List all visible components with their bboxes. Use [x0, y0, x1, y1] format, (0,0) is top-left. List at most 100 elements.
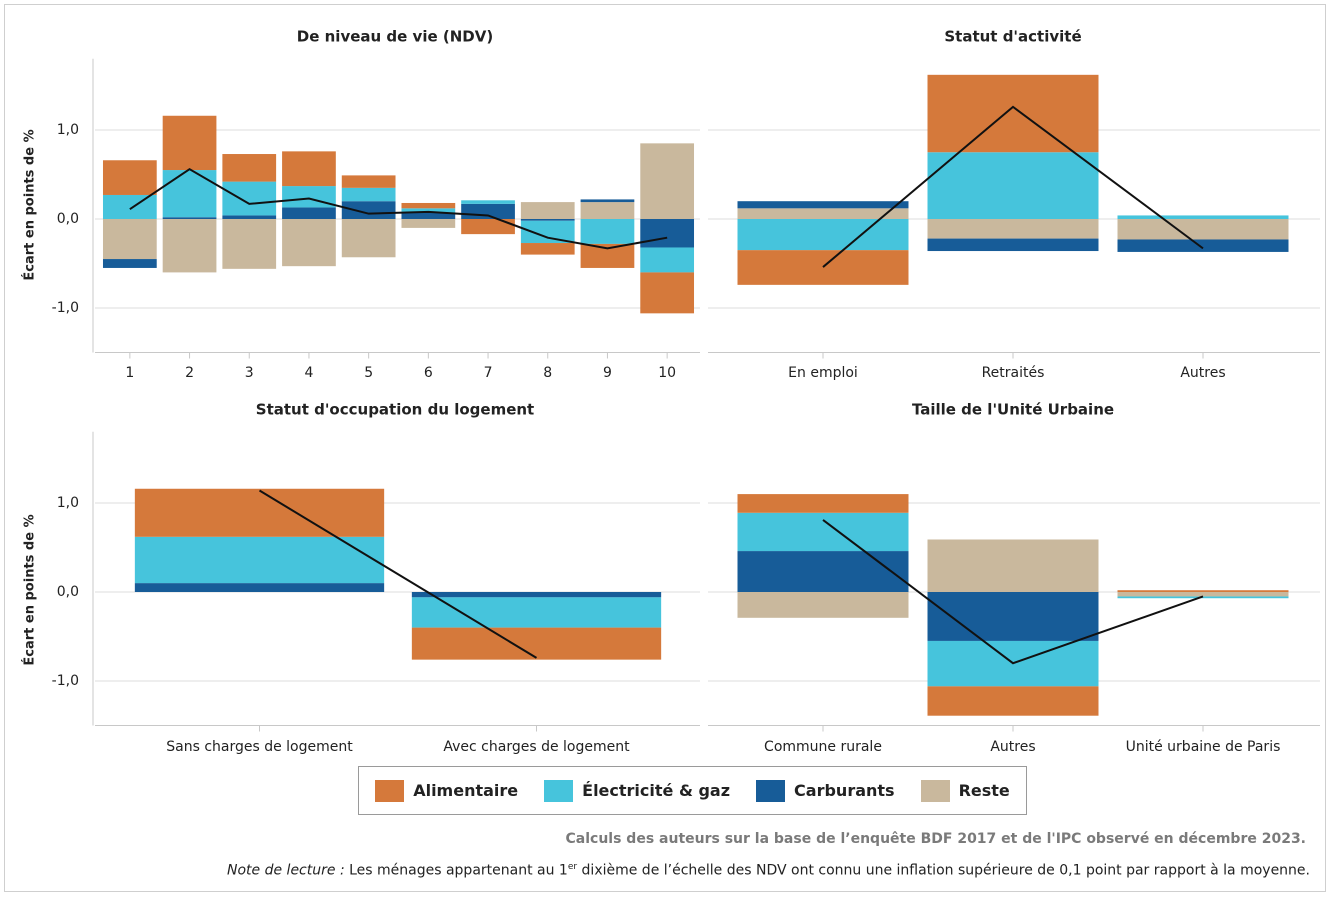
- bar: [1117, 215, 1289, 219]
- panel-title: Taille de l'Unité Urbaine: [912, 400, 1114, 418]
- x-tick-label: Avec charges de logement: [443, 739, 630, 755]
- bar: [102, 219, 157, 260]
- bar: [520, 202, 575, 219]
- legend: Alimentaire Électricité & gaz Carburants Re…: [358, 766, 1027, 815]
- bar: [401, 219, 456, 228]
- bar: [927, 152, 1099, 219]
- bar: [1117, 592, 1289, 597]
- x-tick-label: 9: [603, 365, 612, 381]
- total-line: [822, 519, 1204, 665]
- legend-label: Alimentaire: [413, 781, 519, 800]
- bar: [461, 219, 515, 235]
- x-tick-label: En emploi: [788, 365, 858, 381]
- bar: [411, 592, 662, 598]
- bar: [222, 154, 277, 182]
- bar: [737, 512, 909, 552]
- bar: [737, 250, 909, 285]
- bar: [927, 592, 1099, 641]
- x-tick-label: Autres: [990, 739, 1035, 755]
- bar: [520, 243, 575, 255]
- total-line: [129, 167, 668, 250]
- bar: [134, 583, 385, 592]
- legend-item: Carburants: [756, 779, 895, 802]
- bar: [737, 551, 909, 592]
- bar: [162, 217, 217, 219]
- source: Calculs des auteurs sur la base de l’enq…: [565, 831, 1306, 847]
- bar: [341, 201, 396, 219]
- bar: [102, 160, 157, 195]
- bar: [282, 219, 336, 267]
- x-tick-label: 5: [364, 365, 373, 381]
- y-tick-label: 1,0: [57, 495, 79, 511]
- note-text: Les ménages appartenant au 1: [349, 862, 568, 879]
- bar: [461, 203, 515, 219]
- x-tick-label: Commune rurale: [764, 739, 882, 755]
- bar: [341, 175, 396, 188]
- note-sup: er: [567, 862, 578, 872]
- legend-swatch: [920, 779, 950, 802]
- bar: [282, 207, 336, 219]
- x-tick-label: 8: [543, 365, 552, 381]
- x-tick-label: 6: [424, 365, 433, 381]
- bar: [1117, 239, 1289, 252]
- bar: [1117, 590, 1289, 592]
- bar: [927, 238, 1099, 252]
- bar: [520, 219, 575, 221]
- bar: [927, 74, 1099, 153]
- y-tick-label: -1,0: [52, 673, 79, 689]
- bar: [162, 170, 217, 218]
- x-tick-label: 4: [304, 365, 313, 381]
- legend-item: Électricité & gaz: [544, 779, 730, 802]
- note: Note de lecture : Les ménages appartenan…: [227, 862, 1310, 879]
- bar: [640, 143, 695, 219]
- panel-title: Statut d'activité: [944, 27, 1081, 45]
- total-line: [258, 489, 538, 659]
- legend-item: Alimentaire: [375, 779, 519, 802]
- bar: [461, 200, 515, 204]
- bar: [341, 187, 396, 202]
- legend-item: Reste: [920, 779, 1010, 802]
- bar: [580, 199, 635, 203]
- x-tick-label: Retraités: [982, 365, 1045, 381]
- bar: [520, 220, 575, 244]
- bar: [737, 592, 909, 618]
- bar: [102, 259, 157, 268]
- legend-swatch: [544, 779, 574, 802]
- panel-title: Statut d'occupation du logement: [256, 400, 534, 418]
- bar: [1117, 219, 1289, 240]
- bar: [401, 208, 456, 213]
- legend-label: Reste: [958, 781, 1010, 800]
- bar: [341, 219, 396, 258]
- x-tick-label: Autres: [1180, 365, 1225, 381]
- bar: [134, 536, 385, 584]
- bar: [927, 686, 1099, 716]
- bar: [162, 219, 217, 273]
- y-axis-label: Écart en points de %: [22, 514, 38, 665]
- bar: [401, 212, 456, 219]
- panel-title: De niveau de vie (NDV): [297, 27, 493, 45]
- y-tick-label: -1,0: [52, 300, 79, 316]
- bar: [737, 201, 909, 209]
- bar: [162, 115, 217, 171]
- bar: [282, 151, 336, 187]
- x-tick-label: 7: [484, 365, 493, 381]
- bar: [580, 219, 635, 244]
- bar: [737, 208, 909, 219]
- x-tick-label: 2: [185, 365, 194, 381]
- legend-label: Carburants: [794, 781, 895, 800]
- bar: [411, 597, 662, 628]
- x-tick-label: 1: [125, 365, 134, 381]
- frame: [4, 4, 1326, 892]
- bar: [640, 219, 695, 248]
- total-line: [822, 105, 1204, 268]
- y-tick-label: 0,0: [57, 584, 79, 600]
- bar: [102, 194, 157, 219]
- bar: [580, 202, 635, 219]
- x-tick-label: 10: [658, 365, 676, 381]
- bar: [411, 627, 662, 660]
- bar: [737, 494, 909, 513]
- bar: [737, 219, 909, 251]
- bar: [640, 272, 695, 314]
- bar: [222, 215, 277, 219]
